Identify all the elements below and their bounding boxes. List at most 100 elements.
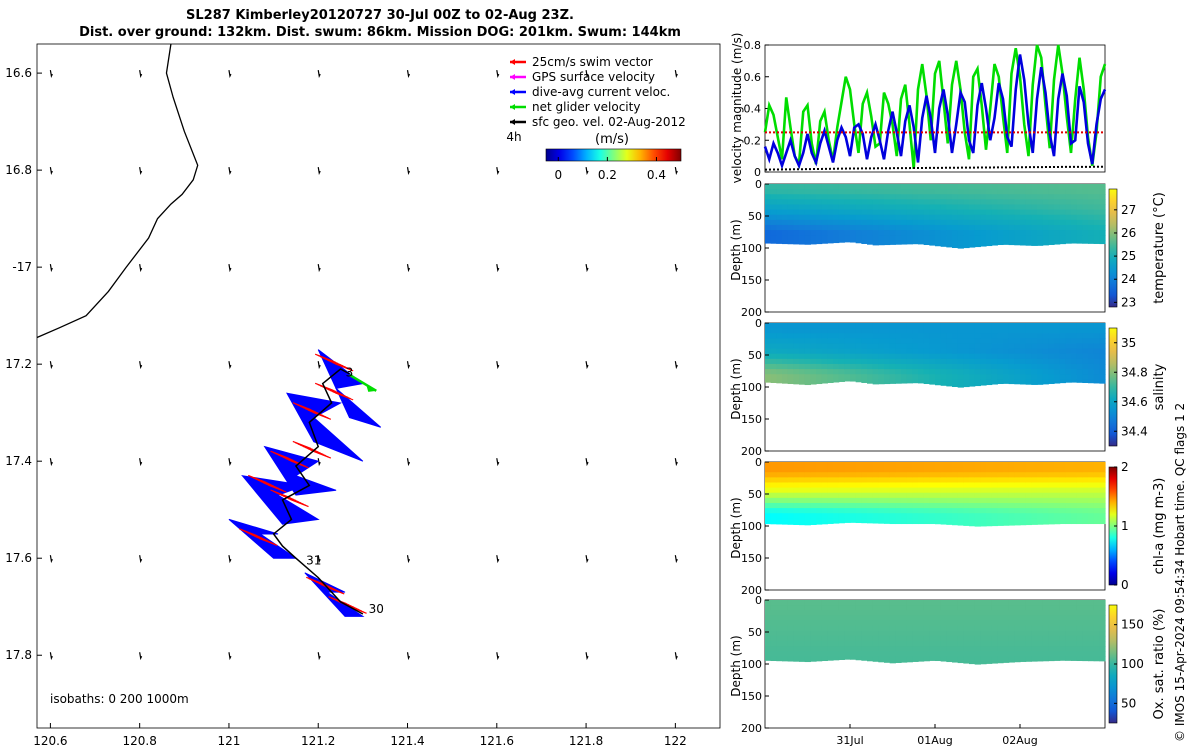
salinity-cell	[861, 333, 868, 339]
chlorophyll-cell	[1025, 467, 1032, 473]
temperature-cell	[793, 240, 800, 245]
chlorophyll-cell	[1025, 472, 1032, 478]
salinity-y-tick-label: 100	[741, 381, 762, 394]
chlorophyll-cell	[991, 502, 998, 509]
surface-velocity-arrow	[228, 652, 232, 661]
temperature-cell	[827, 184, 834, 190]
oxygen-cell	[918, 646, 925, 652]
oxygen-cell	[1014, 610, 1021, 616]
oxygen-cell	[974, 661, 981, 665]
salinity-cell	[946, 379, 953, 386]
salinity-cell	[991, 369, 998, 375]
salinity-cell	[929, 323, 936, 329]
temperature-cell	[1025, 194, 1032, 200]
oxygen-cell	[986, 610, 993, 616]
oxygen-cell	[991, 625, 998, 632]
oxygen-cell	[906, 640, 913, 647]
oxygen-cell	[850, 630, 857, 637]
oxygen-cell	[776, 625, 783, 632]
chlorophyll-cell	[1076, 467, 1083, 473]
chlorophyll-cell	[986, 472, 993, 478]
oxygen-cell	[935, 656, 942, 662]
chlorophyll-cell	[935, 472, 942, 478]
temperature-cell	[906, 235, 913, 241]
chlorophyll-cell	[1025, 513, 1032, 519]
temperature-cell	[1014, 199, 1021, 206]
oxygen-cell	[861, 610, 868, 616]
salinity-cell	[952, 353, 959, 360]
surface-velocity-arrow	[585, 264, 589, 273]
chlorophyll-cell	[1082, 462, 1089, 468]
salinity-y-axis-label: Depth (m)	[729, 358, 743, 419]
temperature-cell	[1037, 209, 1044, 216]
oxygen-cell	[980, 646, 987, 652]
temperature-cell	[940, 230, 947, 236]
oxygen-cell	[963, 646, 970, 652]
salinity-cell	[969, 363, 976, 370]
temperature-cell	[1076, 204, 1083, 211]
oxygen-cell	[787, 635, 794, 642]
chlorophyll-cell	[833, 502, 840, 509]
chlorophyll-cell	[895, 487, 902, 494]
salinity-cell	[918, 369, 925, 375]
oxygen-cell	[1088, 646, 1095, 652]
temperature-cell	[991, 184, 998, 190]
salinity-cell	[969, 369, 976, 375]
salinity-cell	[986, 379, 993, 386]
temperature-cell	[799, 230, 806, 236]
surface-velocity-arrow	[317, 555, 321, 564]
chlorophyll-cell	[821, 523, 828, 525]
temperature-cell	[833, 184, 840, 190]
oxygen-cell	[1082, 635, 1089, 642]
temperature-cell	[986, 209, 993, 216]
temperature-cell	[804, 204, 811, 211]
oxygen-cell	[1025, 656, 1032, 662]
oxygen-cell	[833, 646, 840, 652]
salinity-cell	[946, 323, 953, 329]
salinity-cell	[1031, 323, 1038, 329]
temperature-cell	[838, 204, 845, 211]
temperature-cell	[884, 194, 891, 200]
temperature-cell	[765, 204, 772, 211]
salinity-cell	[963, 379, 970, 386]
salinity-cell	[991, 323, 998, 329]
chlorophyll-cell	[1048, 523, 1055, 525]
temperature-cell	[1008, 199, 1015, 206]
oxygen-cell	[986, 615, 993, 622]
map-x-tick-label: 121.2	[301, 734, 335, 748]
oxygen-cell	[986, 651, 993, 657]
temperature-cell	[872, 219, 879, 226]
oxygen-cell	[991, 651, 998, 657]
oxygen-cell	[821, 600, 828, 606]
chlorophyll-cell	[799, 472, 806, 478]
temperature-cell	[850, 240, 857, 243]
temperature-cell	[1082, 199, 1089, 206]
temperature-cell	[980, 230, 987, 236]
temperature-cell	[850, 199, 857, 206]
salinity-cell	[799, 323, 806, 329]
chlorophyll-cell	[963, 492, 970, 499]
chlorophyll-cell	[1048, 492, 1055, 499]
temperature-cell	[1076, 240, 1083, 244]
salinity-cell	[821, 374, 828, 380]
surface-velocity-arrow	[585, 361, 589, 370]
chlorophyll-cell	[906, 472, 913, 478]
oxygen-cell	[838, 600, 845, 606]
salinity-cell	[782, 348, 789, 355]
chlorophyll-cell	[1003, 492, 1010, 499]
chlorophyll-cell	[1082, 482, 1089, 489]
chlorophyll-cell	[957, 513, 964, 519]
chlorophyll-cell	[991, 467, 998, 473]
chlorophyll-cell	[918, 502, 925, 509]
oxygen-cell	[901, 661, 908, 663]
temperature-cell	[1037, 204, 1044, 211]
temperature-cell	[912, 199, 919, 206]
chlorophyll-cell	[1042, 467, 1049, 473]
temperature-cell	[770, 204, 777, 211]
salinity-cell	[872, 374, 879, 380]
temperature-cell	[833, 219, 840, 226]
temperature-cell	[810, 204, 817, 211]
track-day-label: 3	[346, 365, 354, 379]
chlorophyll-cell	[969, 513, 976, 519]
chlorophyll-cell	[991, 518, 998, 525]
